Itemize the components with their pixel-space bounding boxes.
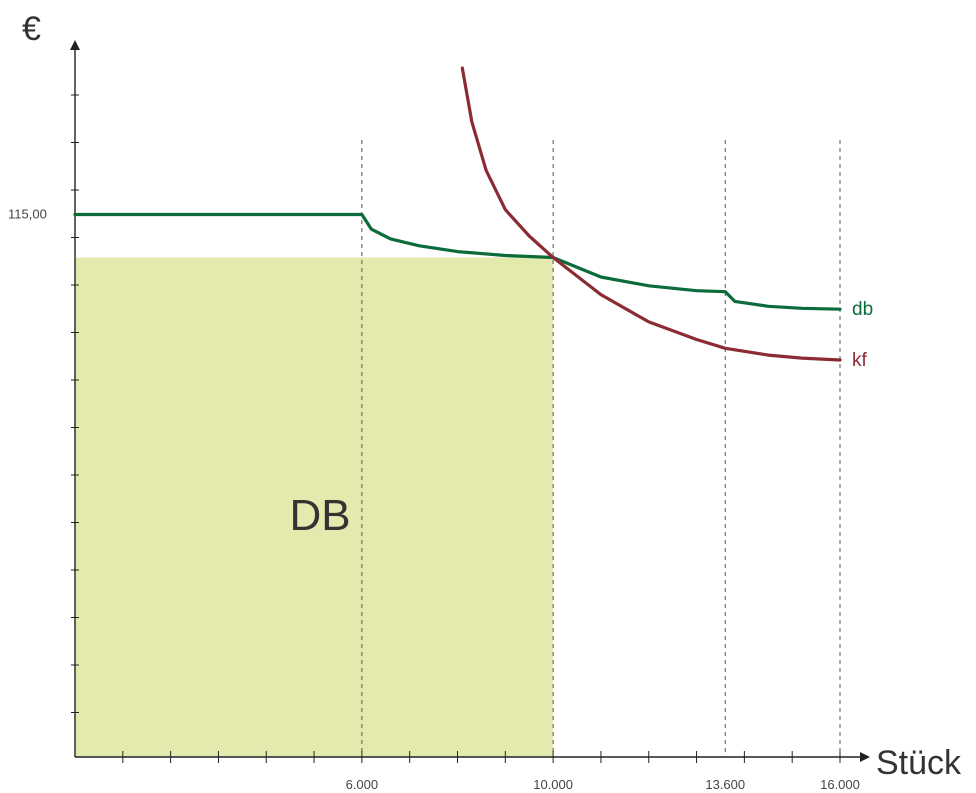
reference-lines [361, 140, 841, 757]
x-tick-label-16000: 16.000 [820, 777, 860, 792]
series-line-kf [460, 66, 842, 362]
y-tick-label-115: 115,00 [8, 207, 47, 222]
y-axis-label: € [22, 10, 41, 48]
series-label-db: db [852, 299, 873, 320]
axes [70, 40, 870, 762]
series-line-db [73, 212, 842, 311]
y-axis-arrow-icon [70, 40, 80, 50]
x-tick-label-6000: 6.000 [346, 777, 379, 792]
x-tick-label-10000: 10.000 [533, 777, 573, 792]
db-area-layer [75, 257, 554, 757]
db-area [75, 257, 554, 757]
x-tick-label-13600: 13.600 [705, 777, 745, 792]
series-lines [73, 66, 842, 362]
series-labels: db kf [852, 299, 873, 371]
ticks: 6.000 10.000 13.600 16.000 115,00 [8, 94, 860, 792]
x-axis-arrow-icon [860, 752, 870, 762]
x-axis-label: Stück [876, 744, 962, 782]
db-area-label: DB [289, 491, 350, 540]
series-label-kf: kf [852, 350, 868, 371]
